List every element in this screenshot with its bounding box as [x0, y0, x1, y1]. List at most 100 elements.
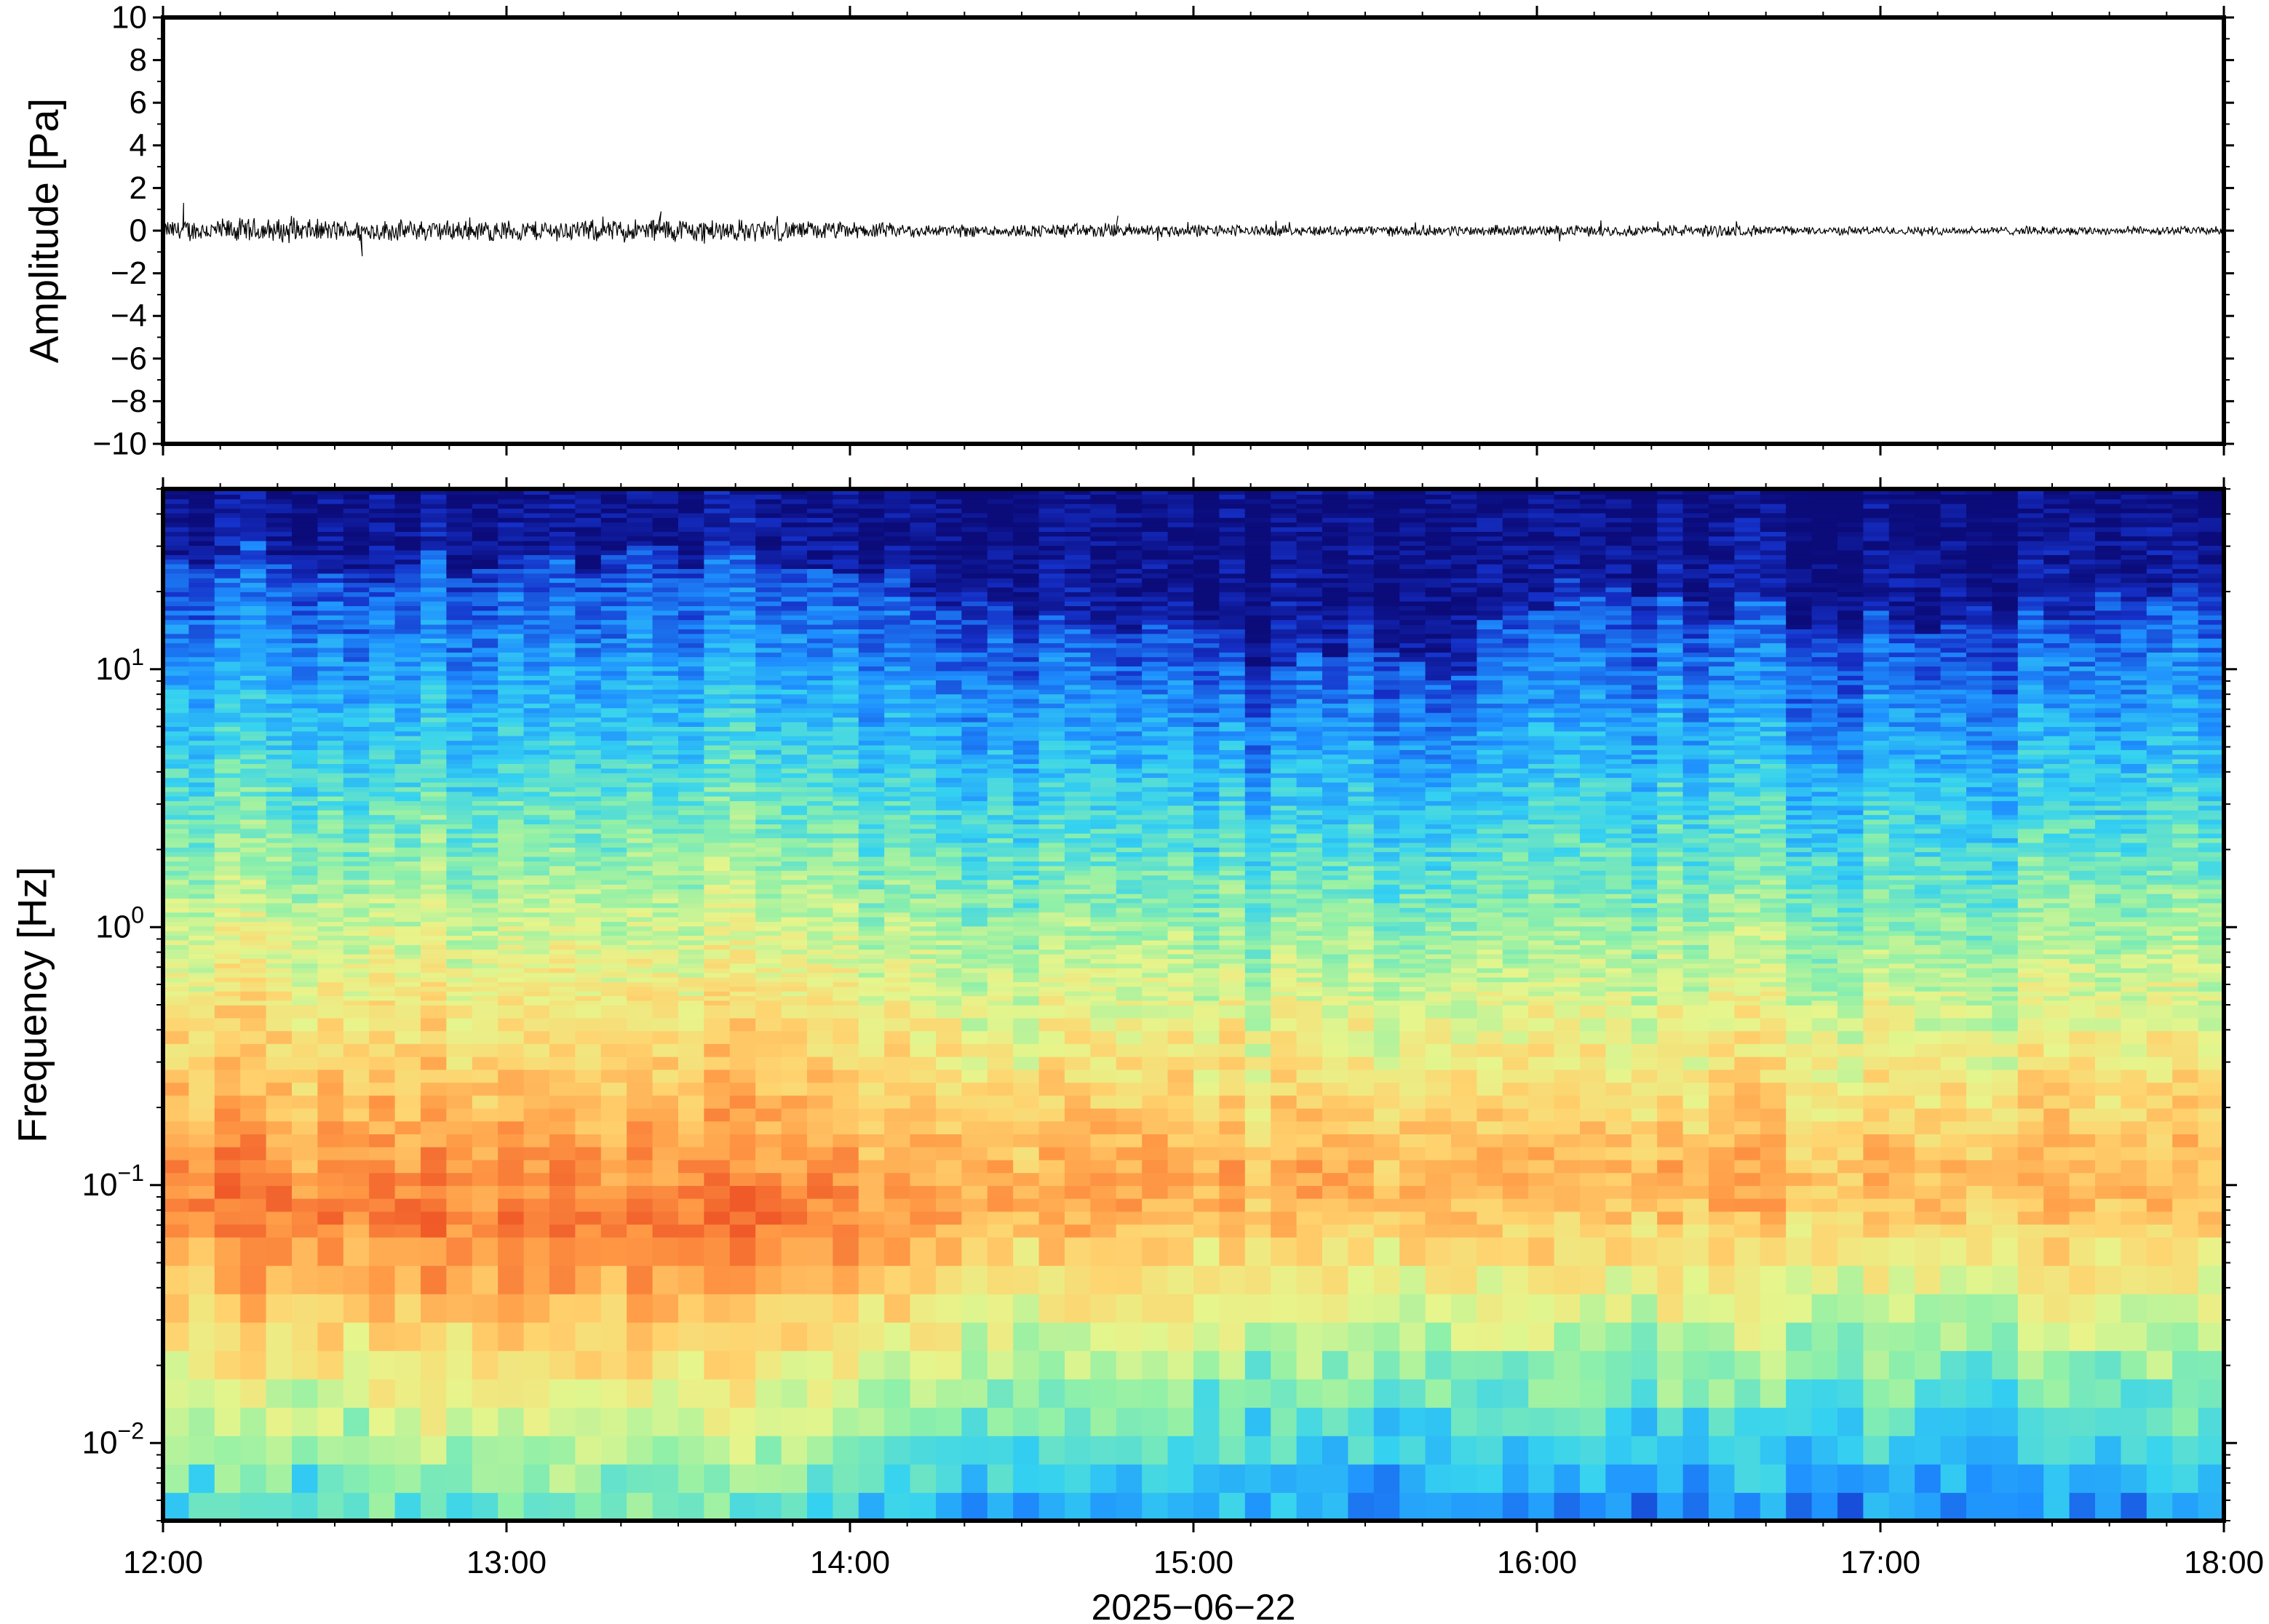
spectrogram-cell: [627, 814, 653, 820]
spectrogram-cell: [704, 582, 731, 588]
spectrogram-cell: [498, 577, 525, 584]
spectrogram-cell: [910, 545, 937, 551]
spectrogram-cell: [807, 698, 834, 704]
spectrogram-cell: [575, 837, 602, 843]
spectrogram-cell: [343, 531, 370, 537]
spectrogram-cell: [188, 652, 215, 658]
spectrogram-cell: [266, 1224, 293, 1238]
spectrogram-cell: [600, 875, 627, 880]
spectrogram-cell: [446, 1017, 473, 1032]
spectrogram-cell: [394, 1224, 421, 1238]
spectrogram-cell: [549, 1322, 576, 1351]
spectrogram-cell: [781, 968, 808, 974]
spectrogram-cell: [240, 842, 267, 848]
spectrogram-cell: [627, 939, 653, 945]
spectrogram-cell: [600, 856, 627, 861]
spectrogram-cell: [317, 907, 344, 913]
spectrogram-cell: [652, 949, 679, 955]
spectrogram-cell: [266, 787, 293, 792]
spectrogram-cell: [214, 1350, 241, 1380]
spectrogram-cell: [421, 1030, 448, 1044]
spectrogram-cell: [446, 1379, 473, 1408]
spectrogram-cell: [600, 958, 627, 964]
spectrogram-cell: [1038, 902, 1065, 908]
spectrogram-cell: [704, 865, 731, 871]
spectrogram-cell: [292, 791, 319, 797]
spectrogram-cell: [884, 1030, 911, 1044]
spectrogram-cell: [936, 494, 963, 500]
spectrogram-cell: [163, 902, 190, 908]
spectrogram-cell: [575, 968, 602, 974]
spectrogram-cell: [214, 637, 241, 644]
spectrogram-cell: [317, 810, 344, 816]
spectrogram-cell: [987, 503, 1014, 509]
spectrogram-cell: [833, 674, 859, 681]
spectrogram-cell: [755, 693, 782, 699]
spectrogram-cell: [369, 698, 396, 704]
spectrogram-cell: [987, 1134, 1014, 1147]
spectrogram-cell: [729, 1095, 756, 1109]
spectrogram-cell: [446, 1030, 473, 1044]
spectrogram-cell: [343, 902, 370, 908]
spectrogram-cell: [1038, 861, 1065, 867]
spectrogram-cell: [755, 958, 782, 964]
spectrogram-cell: [807, 893, 834, 899]
spectrogram-cell: [549, 963, 576, 968]
spectrogram-cell: [600, 1492, 627, 1521]
spectrogram-cell: [600, 735, 627, 741]
spectrogram-cell: [343, 930, 370, 936]
spectrogram-cell: [936, 1147, 963, 1161]
spectrogram-cell: [858, 982, 885, 987]
spectrogram-cell: [910, 930, 937, 936]
spectrogram-cell: [446, 930, 473, 936]
spectrogram-cell: [421, 559, 448, 565]
spectrogram-cell: [343, 1379, 370, 1408]
spectrogram-cell: [1038, 693, 1065, 699]
spectrogram-cell: [575, 949, 602, 955]
spectrogram-cell: [421, 503, 448, 509]
spectrogram-cell: [317, 837, 344, 843]
spectrogram-cell: [1038, 1107, 1065, 1122]
spectrogram-cell: [781, 787, 808, 792]
spectrogram-cell: [781, 982, 808, 987]
spectrogram-cell: [858, 554, 885, 560]
spectrogram-cell: [498, 781, 525, 787]
spectrogram-cell: [317, 935, 344, 941]
spectrogram-cell: [600, 879, 627, 885]
waveform-y-tick-label: −2: [111, 255, 147, 291]
spectrogram-cell: [549, 508, 576, 514]
spectrogram-cell: [600, 898, 627, 904]
spectrogram-cell: [961, 1265, 988, 1294]
spectrogram-cell: [807, 582, 834, 588]
waveform-y-tick-label: −4: [111, 298, 147, 334]
spectrogram-cell: [421, 888, 448, 894]
spectrogram-cell: [266, 939, 293, 945]
spectrogram-cell: [729, 763, 756, 769]
spectrogram-cell: [755, 615, 782, 621]
spectrogram-cell: [910, 1056, 937, 1070]
spectrogram-cell: [910, 935, 937, 941]
spectrogram-cell: [240, 884, 267, 890]
spectrogram-cell: [729, 1492, 756, 1521]
spectrogram-cell: [472, 781, 498, 787]
spectrogram-cell: [884, 958, 911, 964]
spectrogram-cell: [884, 554, 911, 560]
spectrogram-cell: [472, 787, 498, 792]
spectrogram-cell: [472, 1322, 498, 1351]
spectrogram-cell: [910, 1407, 937, 1436]
spectrogram-cell: [600, 1095, 627, 1109]
spectrogram-cell: [1038, 726, 1065, 732]
spectrogram-cell: [498, 1134, 525, 1147]
spectrogram-cell: [549, 582, 576, 588]
spectrogram-cell: [600, 629, 627, 634]
spectrogram-cell: [910, 837, 937, 843]
spectrogram-cell: [1038, 1198, 1065, 1212]
spectrogram-cell: [678, 1134, 705, 1147]
spectrogram-cell: [884, 935, 911, 941]
spectrogram-cell: [369, 573, 396, 578]
spectrogram-cell: [936, 615, 963, 621]
spectrogram-cell: [394, 684, 421, 690]
spectrogram-cell: [936, 693, 963, 699]
spectrogram-cell: [523, 781, 550, 787]
spectrogram-cell: [343, 995, 370, 1001]
